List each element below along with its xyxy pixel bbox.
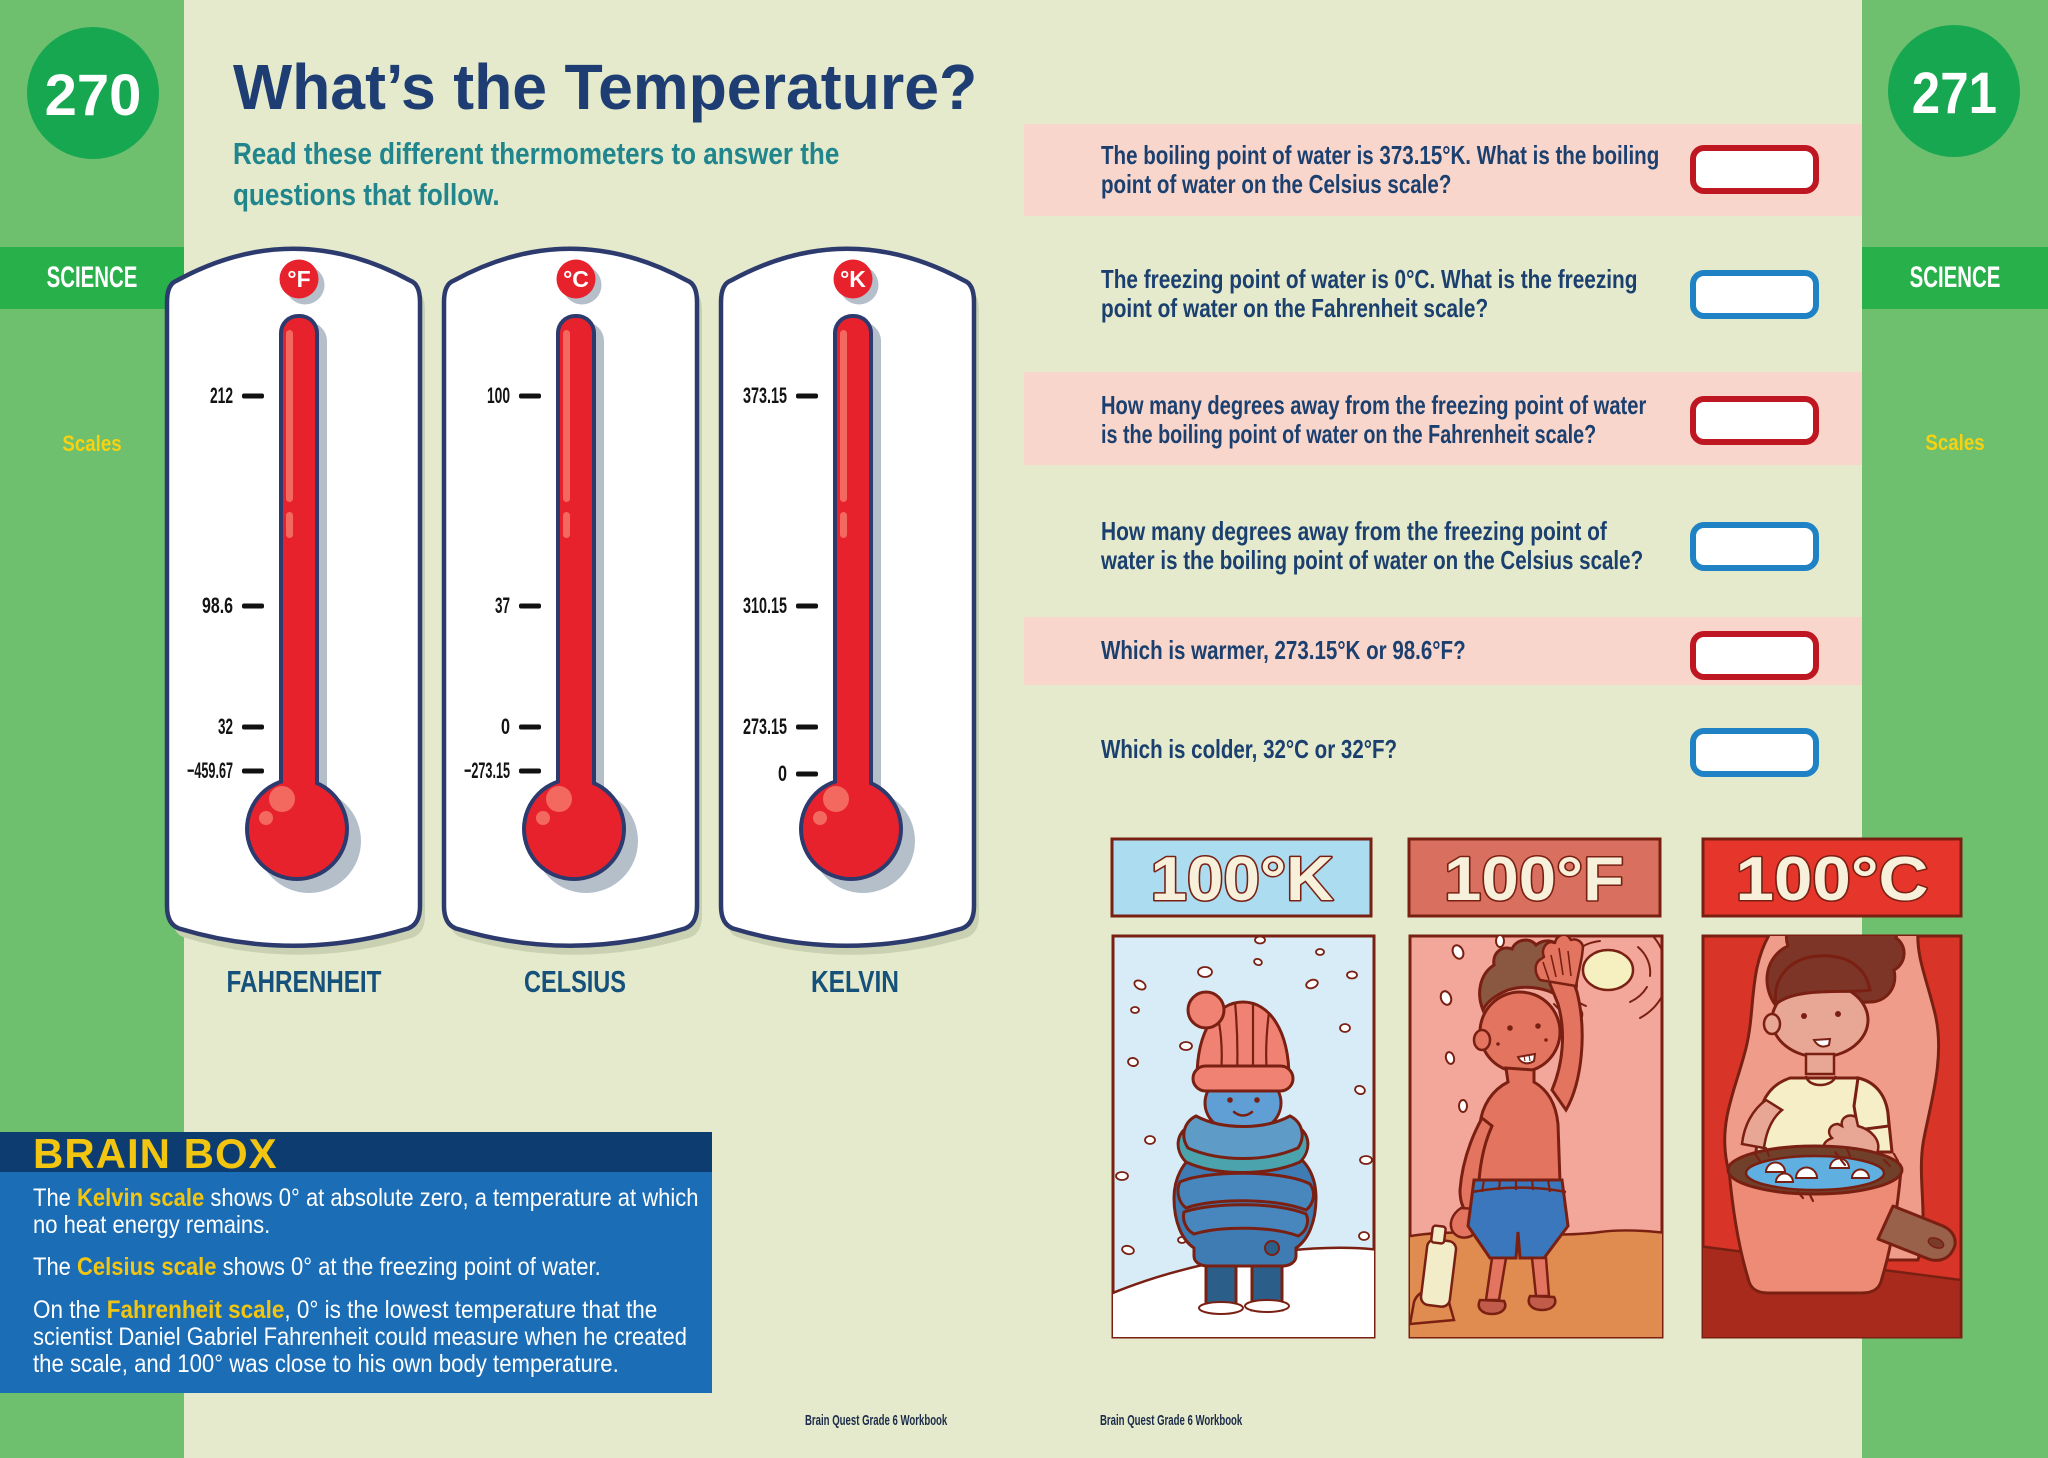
- svg-text:°K: °K: [840, 266, 866, 292]
- svg-text:−459.67: −459.67: [187, 758, 233, 783]
- svg-text:373.15: 373.15: [743, 383, 787, 408]
- svg-text:100°F: 100°F: [1444, 845, 1624, 914]
- svg-text:37: 37: [495, 593, 510, 618]
- svg-text:100°C: 100°C: [1736, 845, 1929, 914]
- svg-text:100: 100: [487, 383, 510, 408]
- svg-text:98.6: 98.6: [202, 593, 233, 618]
- svg-text:212: 212: [210, 383, 233, 408]
- svg-text:FAHRENHEIT: FAHRENHEIT: [227, 965, 382, 999]
- svg-text:0: 0: [778, 761, 787, 786]
- svg-text:273.15: 273.15: [743, 714, 787, 739]
- svg-text:CELSIUS: CELSIUS: [524, 965, 626, 999]
- svg-text:°F: °F: [287, 266, 310, 292]
- svg-text:KELVIN: KELVIN: [811, 965, 899, 999]
- svg-text:32: 32: [218, 714, 233, 739]
- svg-text:0: 0: [501, 714, 510, 739]
- svg-text:−273.15: −273.15: [464, 758, 510, 783]
- svg-text:°C: °C: [563, 266, 589, 292]
- svg-text:310.15: 310.15: [743, 593, 787, 618]
- svg-text:100°K: 100°K: [1151, 845, 1334, 914]
